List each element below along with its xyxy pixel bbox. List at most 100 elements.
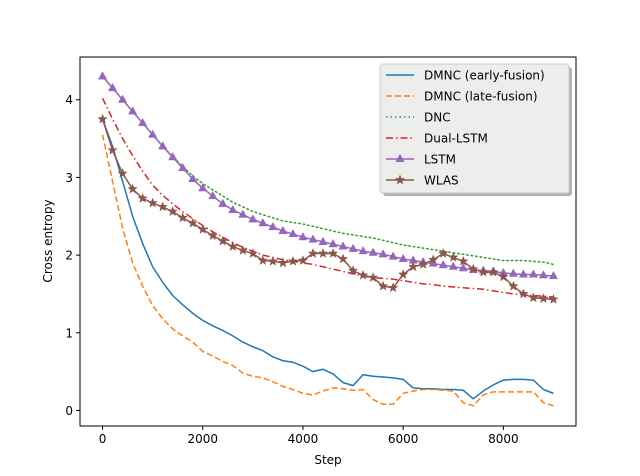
legend-label: WLAS <box>424 174 459 188</box>
data-point <box>548 293 559 304</box>
data-point <box>417 258 429 269</box>
x-axis-label: Step <box>314 453 341 467</box>
x-tick-label: 2000 <box>187 432 218 446</box>
data-point <box>307 248 319 259</box>
data-point <box>548 270 559 280</box>
data-point <box>277 257 289 268</box>
data-point <box>387 282 399 293</box>
series-0 <box>101 118 554 400</box>
data-point <box>488 266 499 277</box>
data-point <box>168 152 178 161</box>
data-point <box>138 117 148 127</box>
data-point <box>107 82 118 92</box>
data-point <box>338 241 348 250</box>
data-point <box>148 129 158 138</box>
data-point <box>377 280 389 291</box>
data-point <box>237 244 249 255</box>
y-tick-label: 4 <box>65 93 73 107</box>
x-tick-label: 4000 <box>288 432 319 446</box>
plot-frame <box>79 56 577 427</box>
data-point <box>288 229 298 238</box>
legend-item: DNC <box>386 111 451 125</box>
data-point <box>147 197 158 208</box>
data-point <box>327 248 339 259</box>
data-point <box>357 269 369 280</box>
data-point <box>368 247 378 256</box>
data-point <box>197 223 208 234</box>
legend-label: DMNC (late-fusion) <box>424 90 538 104</box>
data-point <box>448 251 459 262</box>
data-point <box>287 255 299 266</box>
data-point <box>328 239 338 248</box>
data-point <box>398 253 408 262</box>
data-point <box>518 288 529 299</box>
data-point <box>308 234 318 243</box>
data-point <box>297 255 309 266</box>
data-point <box>538 293 549 304</box>
legend-item: DMNC (early-fusion) <box>386 69 545 83</box>
legend-marker <box>395 153 405 163</box>
data-point <box>218 198 228 207</box>
legend-label: DMNC (early-fusion) <box>424 69 545 83</box>
data-point <box>318 236 328 245</box>
data-point <box>538 270 549 279</box>
data-point <box>528 292 539 303</box>
legend-item: WLAS <box>386 174 459 188</box>
data-point <box>268 222 278 231</box>
series-line <box>101 118 554 400</box>
data-point <box>247 248 259 259</box>
data-point <box>258 218 268 227</box>
data-point <box>298 232 308 241</box>
legend-item: DMNC (late-fusion) <box>386 90 538 104</box>
data-point <box>427 254 439 265</box>
series-2 <box>101 75 555 266</box>
data-point <box>388 251 398 260</box>
data-point <box>378 249 388 258</box>
data-point <box>177 212 188 223</box>
data-point <box>367 272 379 283</box>
x-tick-label: 8000 <box>488 432 519 446</box>
data-point <box>407 261 419 272</box>
data-point <box>458 255 469 266</box>
series-3 <box>101 97 554 298</box>
data-point <box>248 214 258 223</box>
y-tick-label: 0 <box>65 404 73 418</box>
legend-item: LSTM <box>386 153 456 167</box>
data-point <box>238 209 248 218</box>
data-point <box>397 268 409 279</box>
x-tick-label: 0 <box>99 432 107 446</box>
series-line <box>101 97 554 298</box>
y-axis-label: Cross entropy <box>41 199 55 282</box>
data-point <box>158 141 168 150</box>
y-tick-label: 1 <box>65 326 73 340</box>
data-point <box>347 265 359 276</box>
data-point <box>458 263 468 272</box>
data-point <box>188 173 198 182</box>
data-point <box>127 183 138 194</box>
data-point <box>208 190 218 200</box>
legend-label: Dual-LSTM <box>424 132 488 146</box>
y-tick-label: 2 <box>65 249 73 263</box>
data-point <box>267 255 279 266</box>
data-point <box>498 271 509 282</box>
data-point <box>217 235 229 246</box>
series-line <box>101 75 555 266</box>
data-point <box>337 253 349 264</box>
data-point <box>278 225 288 235</box>
data-point <box>518 269 528 278</box>
data-point <box>97 71 108 80</box>
series-4 <box>97 71 559 280</box>
data-point <box>358 246 368 255</box>
data-point <box>257 255 269 266</box>
data-point <box>437 248 449 259</box>
data-point <box>448 261 458 270</box>
data-point <box>468 263 479 274</box>
data-point <box>178 162 188 172</box>
data-point <box>317 248 329 259</box>
data-point <box>137 192 148 203</box>
data-point <box>207 230 219 241</box>
data-point <box>167 206 178 217</box>
data-point <box>157 201 168 212</box>
data-point <box>508 268 518 277</box>
